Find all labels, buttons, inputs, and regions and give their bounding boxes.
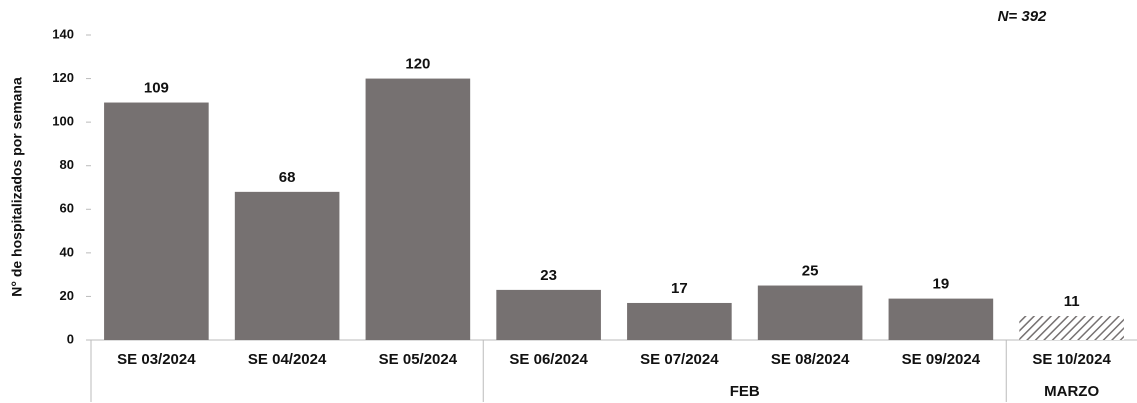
bar [1019, 316, 1124, 340]
y-tick-label: 60 [60, 201, 74, 216]
y-axis-label: N° de hospitalizados por semana [9, 77, 25, 297]
bar [888, 298, 994, 340]
x-tick-label: SE 04/2024 [248, 351, 327, 368]
bar [365, 78, 471, 341]
y-tick-label: 120 [52, 70, 74, 85]
value-label: 19 [933, 276, 950, 293]
y-tick-label: 20 [60, 288, 74, 303]
y-tick-label: 140 [52, 26, 74, 41]
bar [234, 191, 340, 340]
group-label: MARZO [1044, 383, 1099, 400]
x-tick-label: SE 08/2024 [771, 351, 850, 368]
value-label: 17 [671, 280, 688, 297]
value-label: 120 [405, 56, 430, 73]
bar [757, 285, 863, 340]
y-tick-label: 80 [60, 157, 74, 172]
bar [627, 302, 732, 340]
x-tick-label: SE 06/2024 [509, 351, 588, 368]
x-tick-label: SE 07/2024 [640, 351, 719, 368]
group-label: FEB [730, 383, 760, 400]
value-label: 109 [144, 80, 169, 97]
annotation: N= 392 [998, 8, 1047, 25]
bar [496, 289, 601, 340]
bar [104, 102, 209, 341]
y-tick-label: 100 [52, 114, 74, 129]
y-tick-label: 0 [67, 331, 74, 346]
value-label: 25 [802, 263, 819, 280]
x-tick-label: SE 03/2024 [117, 351, 196, 368]
x-tick-label: SE 05/2024 [379, 351, 458, 368]
x-tick-label: SE 09/2024 [902, 351, 981, 368]
x-tick-label: SE 10/2024 [1032, 351, 1111, 368]
y-tick-label: 40 [60, 244, 74, 259]
value-label: 23 [540, 267, 557, 284]
value-label: 68 [279, 169, 296, 186]
value-label: 11 [1064, 293, 1080, 310]
